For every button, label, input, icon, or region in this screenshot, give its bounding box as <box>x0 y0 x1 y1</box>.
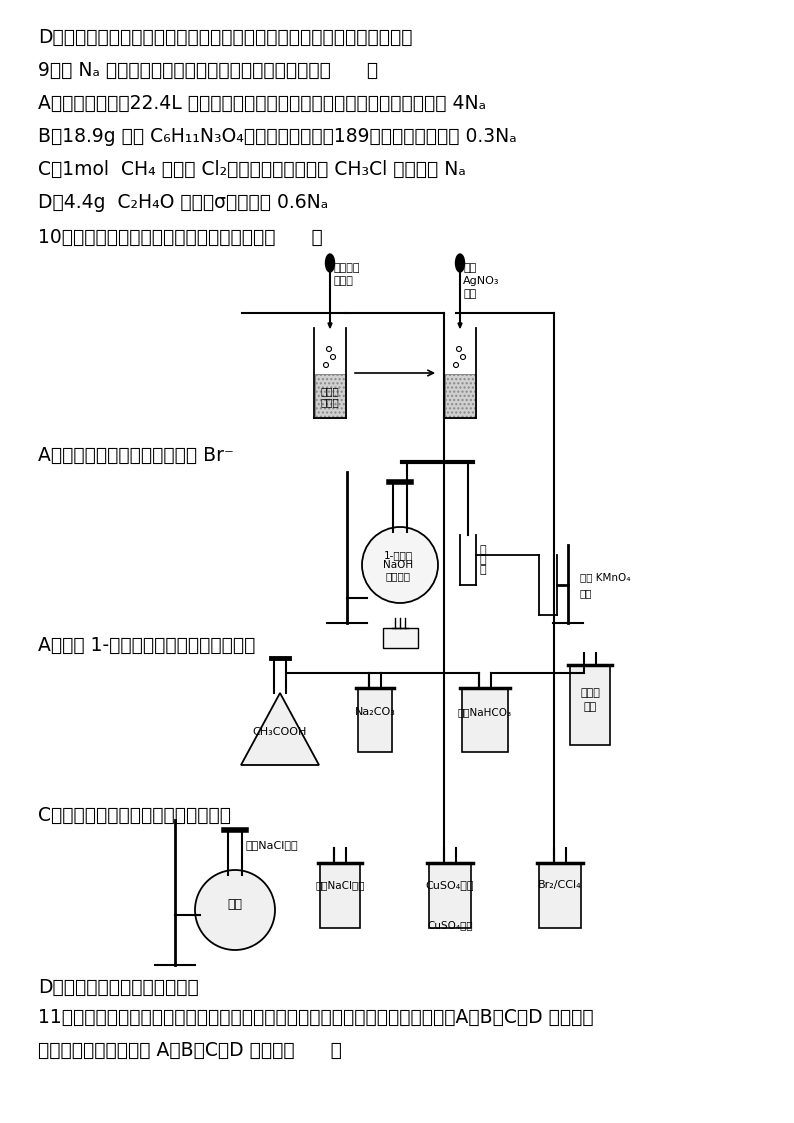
Text: 饱和NaCl溶液: 饱和NaCl溶液 <box>245 840 298 850</box>
Ellipse shape <box>456 254 464 272</box>
Text: D．作为重结晶实验的溶剂，杂质在此溶剂中的溶解度受温度影响应该很大: D．作为重结晶实验的溶剂，杂质在此溶剂中的溶解度受温度影响应该很大 <box>38 28 413 47</box>
Text: Br₂/CCl₄: Br₂/CCl₄ <box>538 880 582 891</box>
Polygon shape <box>241 693 319 765</box>
Circle shape <box>195 870 275 950</box>
Text: 9．设 Nₐ 为阿伏加德罗常数的值，下列说法正确的是（      ）: 9．设 Nₐ 为阿伏加德罗常数的值，下列说法正确的是（ ） <box>38 61 378 80</box>
Text: D．检验电石与水反应生成乙炔: D．检验电石与水反应生成乙炔 <box>38 978 198 997</box>
Polygon shape <box>429 862 471 928</box>
Text: Na₂CO₃: Na₂CO₃ <box>355 707 395 716</box>
Text: 溶液: 溶液 <box>580 588 592 599</box>
Text: CuSO₄溶液: CuSO₄溶液 <box>427 920 472 930</box>
Text: 饱和NaHCO₃: 饱和NaHCO₃ <box>458 707 512 716</box>
Polygon shape <box>328 323 332 328</box>
Bar <box>445 374 476 418</box>
Polygon shape <box>539 862 581 928</box>
Polygon shape <box>383 628 418 648</box>
Circle shape <box>362 527 438 603</box>
Text: 片: 片 <box>480 565 487 575</box>
Text: NaOH: NaOH <box>383 560 413 570</box>
Text: 溴乙烷: 溴乙烷 <box>321 386 339 396</box>
Text: 苯酚钠: 苯酚钠 <box>580 688 600 699</box>
Text: AgNO₃: AgNO₃ <box>463 276 499 286</box>
Polygon shape <box>462 688 508 752</box>
Text: CuSO₄溶液: CuSO₄溶液 <box>426 880 474 891</box>
Polygon shape <box>458 323 462 328</box>
Text: 瓷: 瓷 <box>480 555 487 565</box>
Text: D．4.4g  C₂H₄O 中含有σ键数目为 0.6Nₐ: D．4.4g C₂H₄O 中含有σ键数目为 0.6Nₐ <box>38 193 328 212</box>
Text: CH₃COOH: CH₃COOH <box>252 727 307 737</box>
Polygon shape <box>320 862 360 928</box>
Text: 溶液: 溶液 <box>463 289 476 299</box>
Text: 1-溴丁烷: 1-溴丁烷 <box>384 550 413 560</box>
Text: 饱和NaCl溶液: 饱和NaCl溶液 <box>315 880 364 891</box>
Text: 稀硝酸: 稀硝酸 <box>333 276 353 286</box>
Text: B．18.9g 三肽 C₆H₁₁N₃O₄（相对分子质量：189）中的肽键数目为 0.3Nₐ: B．18.9g 三肽 C₆H₁₁N₃O₄（相对分子质量：189）中的肽键数目为 … <box>38 127 517 146</box>
Text: 电石: 电石 <box>228 898 242 912</box>
Text: 10．下列装置或操作不能达到实验目的的是（      ）: 10．下列装置或操作不能达到实验目的的是（ ） <box>38 228 322 247</box>
Text: A．检验 1-溴丁烷发生消去反应生成丁烯: A．检验 1-溴丁烷发生消去反应生成丁烯 <box>38 636 256 655</box>
Polygon shape <box>570 665 610 745</box>
Ellipse shape <box>326 254 334 272</box>
Text: 溶液: 溶液 <box>584 702 596 712</box>
Text: 滴加足量: 滴加足量 <box>333 263 360 273</box>
Text: 11．将淀粉溶于适量水中进行水解实验并测定淀粉的水解情况，其流程如图所示，A、B、C、D 都是实验: 11．将淀粉溶于适量水中进行水解实验并测定淀粉的水解情况，其流程如图所示，A、B… <box>38 1008 594 1028</box>
Text: A．检验溴乙烷水解产物中含有 Br⁻: A．检验溴乙烷水解产物中含有 Br⁻ <box>38 446 234 465</box>
Text: 室常用的无机试剂。则 A、B、C、D 分别是（      ）: 室常用的无机试剂。则 A、B、C、D 分别是（ ） <box>38 1041 342 1060</box>
Bar <box>314 374 345 418</box>
Text: 酸性 KMnO₄: 酸性 KMnO₄ <box>580 572 630 582</box>
Text: 碎: 碎 <box>480 545 487 555</box>
Text: 无水乙醇: 无水乙醇 <box>386 570 410 581</box>
Text: A．标准状况下，22.4L 由甲烷和乙烯组成的混合物中含碳氢共价键的数目为 4Nₐ: A．标准状况下，22.4L 由甲烷和乙烯组成的混合物中含碳氢共价键的数目为 4N… <box>38 94 486 113</box>
Text: 滴加: 滴加 <box>463 263 476 273</box>
Polygon shape <box>358 688 392 752</box>
Text: C．验证乙酸、碳酸、苯酚的酸性强弱: C．验证乙酸、碳酸、苯酚的酸性强弱 <box>38 806 231 825</box>
Text: C．1mol  CH₄ 与足量 Cl₂在光照下反应生成的 CH₃Cl 分子数为 Nₐ: C．1mol CH₄ 与足量 Cl₂在光照下反应生成的 CH₃Cl 分子数为 N… <box>38 159 466 179</box>
Text: 水解液: 水解液 <box>321 398 339 407</box>
